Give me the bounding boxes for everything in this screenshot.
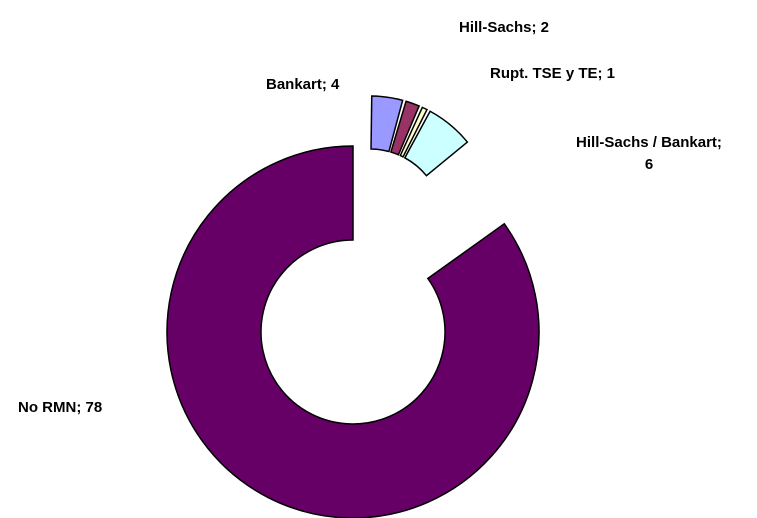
label-hill-sachs: Hill-Sachs; 2 (459, 19, 549, 36)
slices-group (166, 95, 540, 518)
label-hill-sachs-bankart-line1: Hill-Sachs / Bankart; (576, 134, 722, 151)
slice-hill-sachs (389, 100, 421, 156)
slice-rupt-tse-y-te (399, 106, 429, 158)
slice-bankart (370, 95, 404, 153)
slice-hill-sachs-bankart (403, 110, 469, 177)
label-no-rmn: No RMN; 78 (18, 399, 102, 416)
slice-no-rmn (166, 145, 540, 518)
label-rupt-tse-y-te: Rupt. TSE y TE; 1 (490, 65, 615, 82)
label-hill-sachs-bankart-line2: 6 (645, 156, 653, 173)
label-bankart: Bankart; 4 (266, 76, 340, 93)
